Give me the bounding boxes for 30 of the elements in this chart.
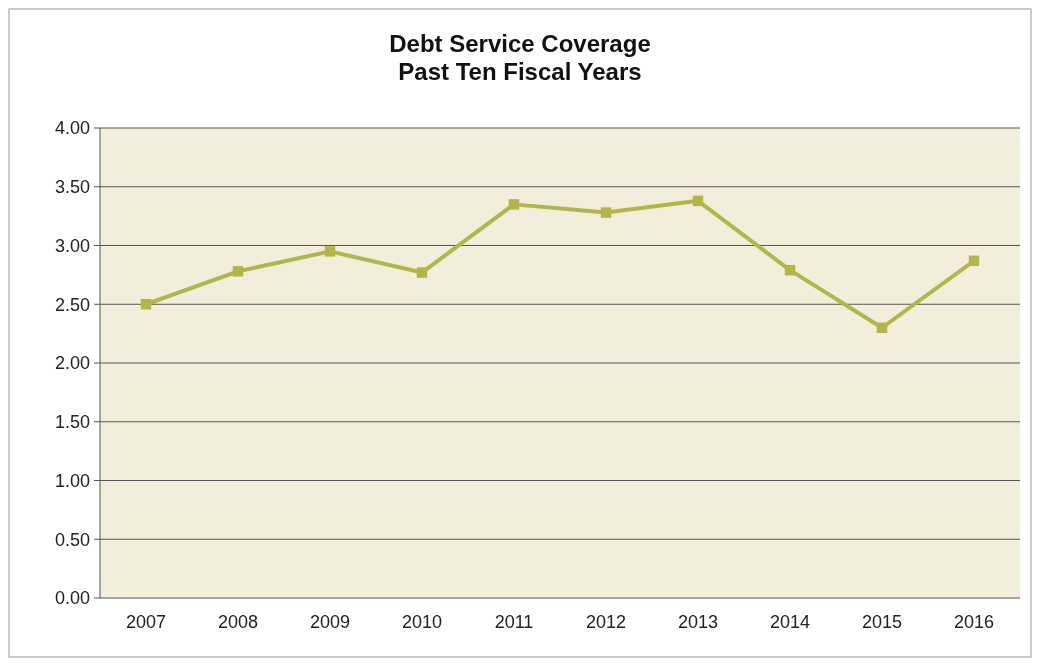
point bbox=[232, 266, 244, 277]
x-tick-label: 2015 bbox=[861, 612, 903, 632]
x-tick-label: 2010 bbox=[401, 612, 443, 632]
point bbox=[508, 199, 520, 210]
x-tick-label: 2007 bbox=[125, 612, 167, 632]
chart-title: Debt Service Coverage Past Ten Fiscal Years bbox=[389, 30, 651, 85]
x-tick-label: 2013 bbox=[677, 612, 719, 632]
x-tick-label: 2011 bbox=[494, 612, 534, 632]
y-tick-label: 0.00 bbox=[54, 588, 90, 609]
x-tick-label: 2009 bbox=[309, 612, 351, 632]
x-tick-label: 2008 bbox=[217, 612, 259, 632]
y-tick-label: 1.00 bbox=[54, 470, 90, 491]
x-tick-label: 2016 bbox=[953, 612, 995, 632]
point bbox=[968, 255, 980, 267]
x-tick-label: 2014 bbox=[769, 612, 811, 632]
point bbox=[324, 246, 336, 257]
y-tick-label: 2.00 bbox=[54, 353, 90, 374]
y-tick-label: 2.50 bbox=[54, 294, 90, 315]
y-tick-label: 0.50 bbox=[54, 529, 90, 550]
point bbox=[692, 195, 704, 207]
y-tick-label: 3.00 bbox=[54, 235, 90, 256]
y-tick-label: 4.00 bbox=[54, 118, 90, 139]
y-tick-label: 3.50 bbox=[54, 177, 90, 198]
point bbox=[600, 207, 612, 218]
point bbox=[140, 299, 152, 310]
x-tick-label: 2012 bbox=[585, 612, 627, 632]
y-tick-label: 1.50 bbox=[54, 412, 90, 433]
point bbox=[416, 267, 428, 278]
point bbox=[784, 264, 796, 276]
point bbox=[876, 322, 888, 333]
